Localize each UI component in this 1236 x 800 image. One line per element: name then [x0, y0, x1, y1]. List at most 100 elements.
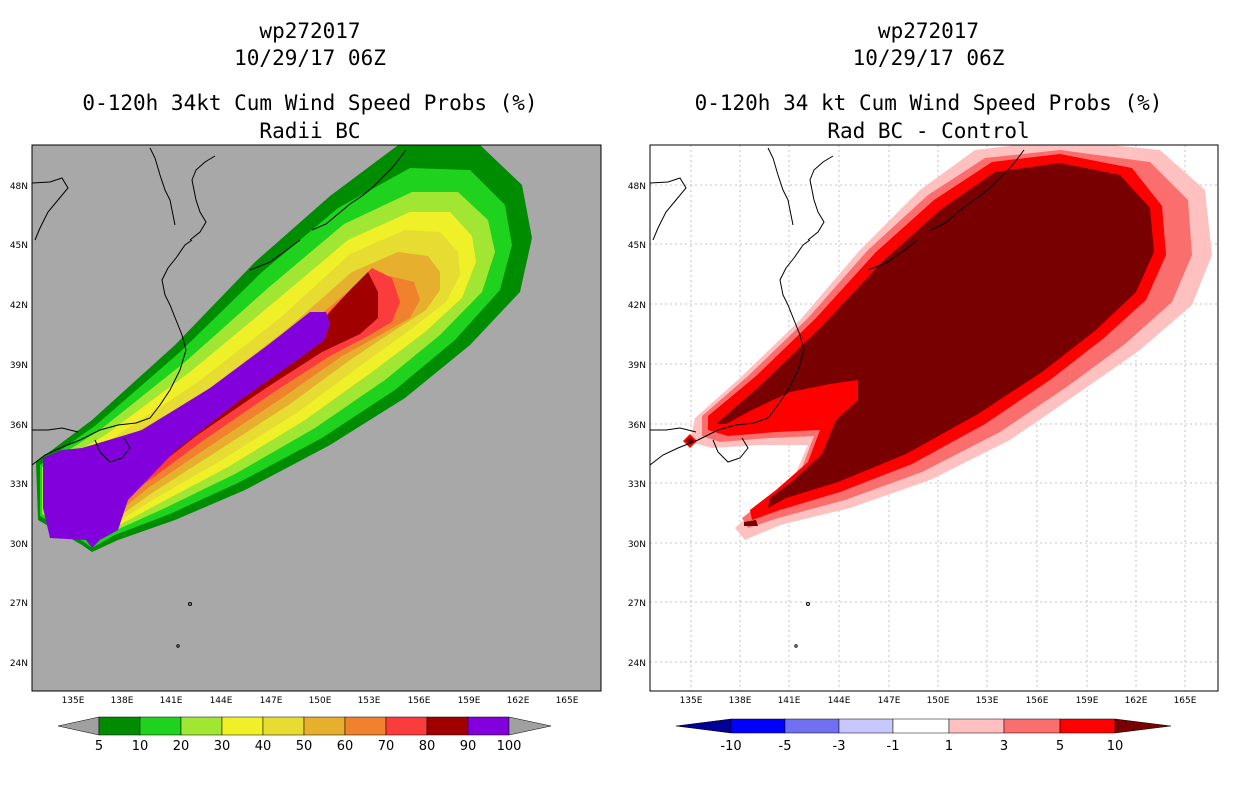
right-lat-label: 36N: [628, 421, 646, 431]
right-colorbar-bin: [948, 718, 1005, 734]
right-lon-label: 147E: [878, 696, 901, 706]
left-coastlines: [32, 147, 407, 648]
diff-spot-core: [686, 437, 694, 445]
left-lon-label: 135E: [62, 696, 85, 706]
left-colorbar-bin: [467, 716, 510, 736]
left-lat-label: 45N: [10, 241, 28, 251]
right-lon-label: 138E: [729, 696, 752, 706]
left-colorbar-bin: [426, 716, 469, 736]
right-lon-label: 144E: [828, 696, 851, 706]
right-lon-label: 162E: [1125, 696, 1148, 706]
left-colorbar-label: 10: [132, 739, 149, 754]
left-map-frame: [31, 144, 602, 692]
left-colorbar-label: 60: [337, 739, 354, 754]
right-lon-label: 153E: [976, 696, 999, 706]
left-colorbar-bin: [262, 716, 305, 736]
left-colorbar-low-end: [57, 716, 100, 736]
right-difference-contours: [683, 145, 1212, 540]
left-lat-label: 36N: [10, 421, 28, 431]
left-colorbar-bin: [139, 716, 182, 736]
left-colorbar-label: 90: [460, 739, 477, 754]
left-lat-label: 24N: [10, 659, 28, 669]
left-lon-label: 141E: [160, 696, 183, 706]
left-colorbar-bin: [180, 716, 223, 736]
contour-90: [43, 312, 330, 548]
right-lat-label: 39N: [628, 361, 646, 371]
right-lon-label: 156E: [1026, 696, 1049, 706]
right-lon-label: 135E: [680, 696, 703, 706]
left-colorbar-bin: [385, 716, 428, 736]
right-lat-label: 42N: [628, 301, 646, 311]
diff-spot-south: [744, 520, 758, 526]
right-lon-label: 165E: [1174, 696, 1197, 706]
right-colorbar-bin: [838, 718, 894, 734]
left-colorbar-label: 50: [296, 739, 313, 754]
right-colorbar-label: -1: [887, 739, 900, 754]
left-colorbar-bin: [221, 716, 264, 736]
right-colorbar-bin: [730, 718, 786, 734]
left-lon-label: 153E: [358, 696, 381, 706]
left-probability-contours: [36, 145, 532, 552]
left-lat-axis: 48N 45N 42N 39N 36N 33N 30N 27N 24N: [10, 182, 28, 669]
right-colorbar-bin: [892, 718, 950, 734]
right-coastlines: [650, 147, 1025, 648]
left-colorbar: 5 10 20 30 40 50 60 70 80 90 100: [57, 716, 552, 754]
left-lon-axis: 135E 138E 141E 144E 147E 150E 153E 156E …: [62, 696, 579, 706]
left-colorbar-bin: [344, 716, 387, 736]
left-map: 135E 138E 141E 144E 147E 150E 153E 156E …: [10, 144, 602, 754]
right-lat-label: 24N: [628, 659, 646, 669]
left-lon-label: 162E: [507, 696, 530, 706]
left-lon-label: 156E: [408, 696, 431, 706]
left-title-product: 0-120h 34kt Cum Wind Speed Probs (%): [82, 91, 538, 115]
left-lon-label: 147E: [260, 696, 283, 706]
right-colorbar-label: -5: [779, 739, 792, 754]
left-title-subtitle: Radii BC: [259, 119, 361, 143]
diff-contour-10: [716, 163, 1154, 508]
left-colorbar-label: 100: [497, 739, 522, 754]
left-colorbar-label: 30: [214, 739, 231, 754]
right-colorbar: -10 -5 -3 -1 1 3 5 10: [675, 718, 1172, 754]
right-colorbar-label: 5: [1056, 739, 1064, 754]
right-colorbar-bin: [1059, 718, 1116, 734]
right-colorbar-label: -3: [833, 739, 846, 754]
left-colorbar-high-end: [508, 716, 552, 736]
right-colorbar-label: 10: [1107, 739, 1124, 754]
right-lat-label: 33N: [628, 480, 646, 490]
left-lon-label: 150E: [309, 696, 332, 706]
left-lat-label: 33N: [10, 480, 28, 490]
right-colorbar-high-end: [1114, 718, 1172, 734]
left-colorbar-label: 40: [255, 739, 272, 754]
left-lat-label: 39N: [10, 361, 28, 371]
left-colorbar-label: 5: [95, 739, 103, 754]
right-lon-label: 141E: [778, 696, 801, 706]
right-lon-label: 150E: [927, 696, 950, 706]
left-lon-label: 138E: [111, 696, 134, 706]
right-colorbar-bin: [1003, 718, 1061, 734]
right-lat-label: 45N: [628, 241, 646, 251]
left-lon-label: 144E: [210, 696, 233, 706]
right-lat-label: 30N: [628, 540, 646, 550]
right-colorbar-label: -10: [720, 739, 741, 754]
right-lat-label: 27N: [628, 599, 646, 609]
left-lat-label: 42N: [10, 301, 28, 311]
left-colorbar-bin: [303, 716, 346, 736]
right-colorbar-bin: [784, 718, 840, 734]
right-lat-label: 48N: [628, 182, 646, 192]
right-colorbar-low-end: [675, 718, 732, 734]
right-colorbar-label: 3: [1000, 739, 1008, 754]
right-lon-axis: 135E 138E 141E 144E 147E 150E 153E 156E …: [680, 696, 1197, 706]
right-title-storm-id: wp272017: [877, 19, 980, 43]
right-title-subtitle: Rad BC - Control: [827, 119, 1030, 143]
left-lat-label: 48N: [10, 182, 28, 192]
left-colorbar-label: 20: [173, 739, 190, 754]
left-colorbar-label: 80: [419, 739, 436, 754]
right-map: 135E 138E 141E 144E 147E 150E 153E 156E …: [628, 144, 1219, 754]
left-lat-label: 27N: [10, 599, 28, 609]
left-colorbar-label: 70: [378, 739, 395, 754]
left-colorbar-bin: [98, 716, 141, 736]
right-lat-axis: 48N 45N 42N 39N 36N 33N 30N 27N 24N: [628, 182, 646, 669]
right-title-date: 10/29/17 06Z: [852, 46, 1005, 70]
right-title-product: 0-120h 34 kt Cum Wind Speed Probs (%): [694, 91, 1163, 115]
left-lon-label: 165E: [556, 696, 579, 706]
